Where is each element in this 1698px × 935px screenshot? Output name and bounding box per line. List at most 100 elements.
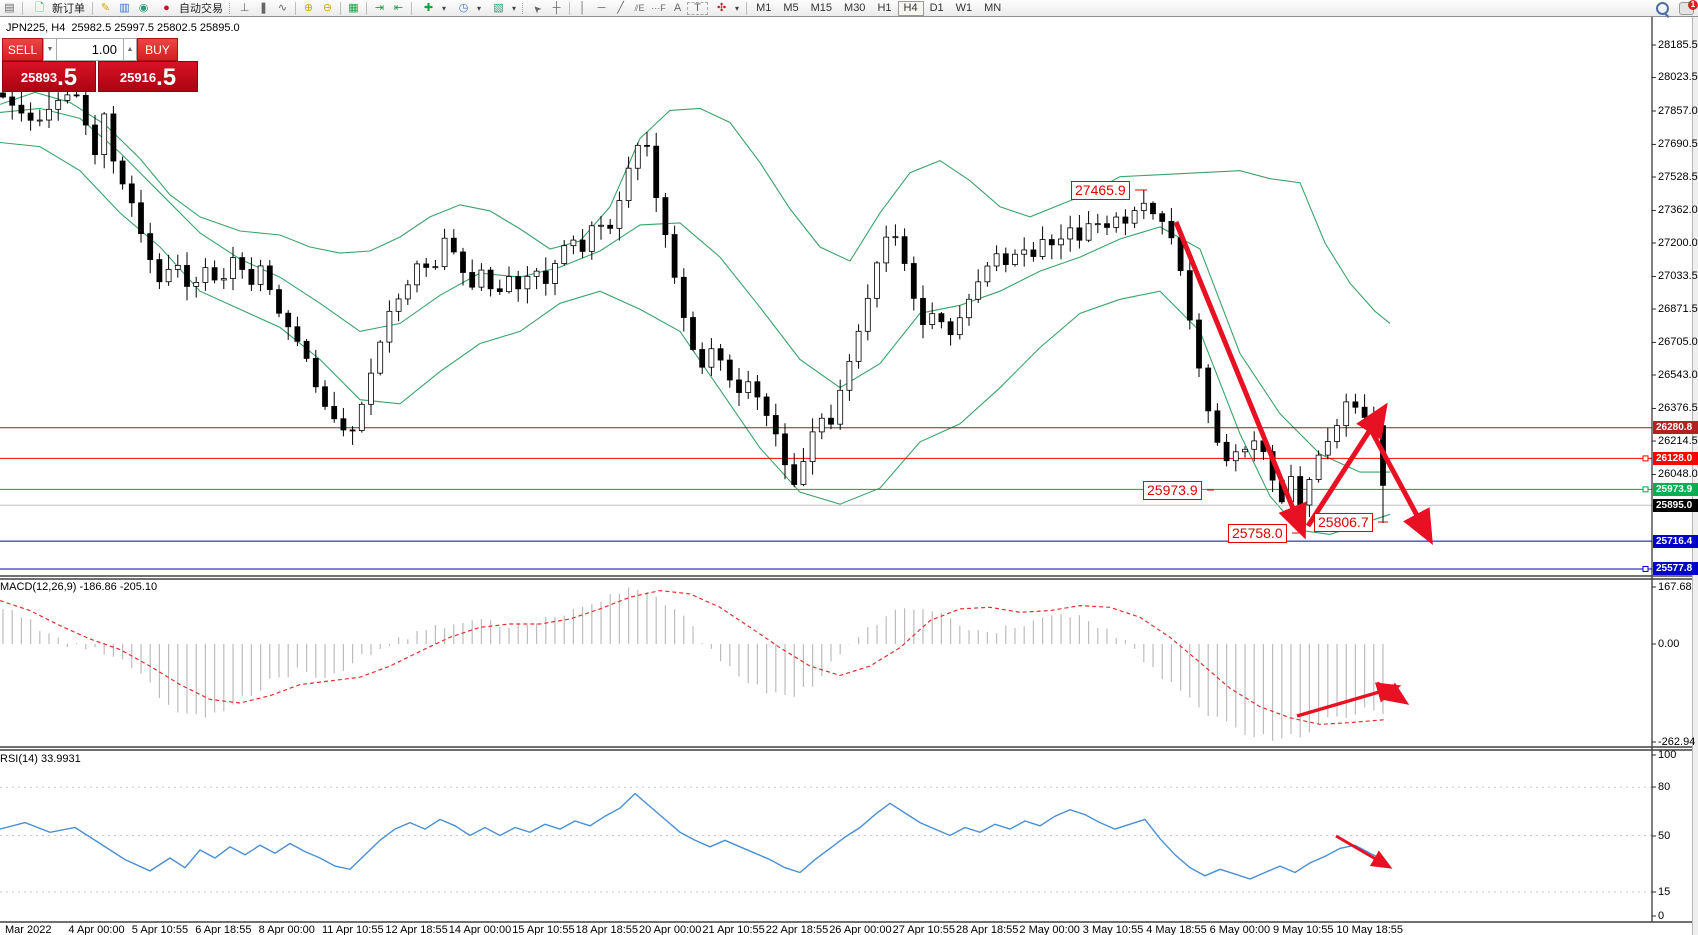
- price-tag-25895.0: 25895.0: [1653, 498, 1698, 512]
- volume-increase-button[interactable]: ▲: [123, 38, 137, 61]
- auto-scroll-icon[interactable]: ⇥: [374, 1, 385, 14]
- vertical-line-icon[interactable]: │: [579, 1, 586, 14]
- price-axis-label: 26871.5: [1658, 302, 1698, 315]
- price-axis-label: 26543.0: [1658, 368, 1698, 381]
- time-axis-label: 9 May 10:55: [1273, 924, 1334, 935]
- crosshair-icon[interactable]: ┼: [552, 1, 561, 14]
- add-indicator-icon: ✚: [423, 1, 434, 14]
- timeframe-button-h1[interactable]: H1: [877, 2, 892, 14]
- chart-title: JPN225, H4 25982.5 25997.5 25802.5 25895…: [6, 22, 240, 34]
- timeframe-button-w1[interactable]: W1: [955, 2, 973, 14]
- time-axis-label: 21 Apr 10:55: [702, 924, 765, 935]
- rsi-indicator-label: RSI(14) 33.9931: [0, 753, 81, 765]
- price-tag-25973.9: 25973.9: [1653, 482, 1698, 496]
- price-axis-label: 26214.5: [1658, 434, 1698, 447]
- zoom-in-icon[interactable]: ⊕: [303, 1, 314, 14]
- price-axis-label: 28023.5: [1658, 71, 1698, 84]
- timeframe-button-m15[interactable]: M15: [810, 2, 833, 14]
- time-axis-label: 4 Apr 00:00: [68, 924, 125, 935]
- price-tag-26280.8: 26280.8: [1653, 421, 1698, 435]
- equidistant-channel-icon[interactable]: ⫽E: [634, 2, 645, 13]
- timeframe-button-m5[interactable]: M5: [783, 2, 799, 14]
- time-axis-label: 8 Apr 00:00: [258, 924, 315, 935]
- periods-menu-button[interactable]: ◷ ▾: [450, 1, 485, 16]
- chart-shift-icon[interactable]: ⇤: [393, 1, 404, 14]
- price-tag-25577.8: 25577.8: [1653, 562, 1698, 576]
- one-click-trading-panel: SELL ▼ ▲ BUY 25893.5 25916.5: [2, 38, 198, 92]
- main-toolbar: ▤ 🗋 新订单 ✎ ▥ ◉ ● 自动交易 ⊥ ❚ ∿ ⊕ ⊖ ▦ ⇥ ⇤ ✚ ▾ …: [0, 0, 1698, 17]
- sell-price-display[interactable]: 25893.5: [2, 61, 96, 92]
- macd-axis-label: 0.00: [1658, 637, 1680, 650]
- time-axis-label: 27 Apr 10:55: [892, 924, 955, 935]
- annotation-label-27465[interactable]: 27465.9: [1071, 181, 1130, 200]
- rsi-axis-label: 100: [1658, 748, 1677, 761]
- expert-advisors-icon[interactable]: ▥: [119, 1, 130, 14]
- rsi-axis-label: 0: [1658, 909, 1665, 922]
- auto-trading-button[interactable]: ● 自动交易: [153, 1, 227, 16]
- arrows-menu-button[interactable]: ✣ ▾: [708, 1, 743, 16]
- price-axis-label: 26705.0: [1658, 335, 1698, 348]
- timeframe-button-mn[interactable]: MN: [984, 2, 1002, 14]
- time-axis-label: 6 May 00:00: [1209, 924, 1271, 935]
- macd-axis-label: -262.94: [1658, 735, 1696, 748]
- vertical-scrollbar[interactable]: [1692, 17, 1698, 935]
- annotation-label-25806[interactable]: 25806.7: [1314, 513, 1373, 532]
- timeframe-button-h4[interactable]: H4: [897, 0, 924, 16]
- template-chart-icon: ▧: [493, 1, 504, 14]
- notifications-icon[interactable]: 1: [1679, 0, 1698, 15]
- price-axis-label: 26048.0: [1658, 467, 1698, 480]
- time-axis-label: 2 May 00:00: [1019, 924, 1080, 935]
- auto-trading-icon: ●: [163, 1, 170, 14]
- buy-button[interactable]: BUY: [137, 38, 178, 61]
- new-order-label: 新订单: [52, 3, 85, 15]
- trendline-icon[interactable]: ╱: [617, 1, 624, 14]
- chevron-down-icon: ▾: [477, 3, 482, 13]
- fibonacci-icon[interactable]: ⋯F: [651, 2, 666, 13]
- candlestick-chart-mode-icon[interactable]: ❚: [258, 1, 269, 14]
- templates-menu-button[interactable]: ▧ ▾: [485, 1, 520, 16]
- signals-icon[interactable]: ◉: [138, 1, 149, 14]
- price-axis-label: 27200.0: [1658, 236, 1698, 249]
- price-axis-label: 27362.0: [1658, 203, 1698, 216]
- volume-input[interactable]: [57, 38, 123, 61]
- price-tag-26128.0: 26128.0: [1653, 451, 1698, 465]
- rsi-axis-label: 50: [1658, 829, 1671, 842]
- horizontal-line-icon[interactable]: ─: [597, 1, 606, 14]
- new-order-button[interactable]: 🗋 新订单: [26, 1, 89, 16]
- search-icon[interactable]: [1656, 1, 1669, 15]
- crayon-icon[interactable]: ✎: [100, 1, 111, 14]
- time-axis-label: 28 Apr 18:55: [956, 924, 1019, 935]
- zoom-out-icon[interactable]: ⊖: [322, 1, 333, 14]
- tile-windows-icon[interactable]: ▦: [348, 1, 359, 14]
- time-axis-label: 26 Apr 00:00: [829, 924, 892, 935]
- timeframe-button-m30[interactable]: M30: [844, 2, 866, 14]
- indicators-menu-button[interactable]: ✚ ▾: [415, 1, 450, 16]
- price-tag-25716.4: 25716.4: [1653, 534, 1698, 548]
- text-label-icon[interactable]: T: [687, 1, 709, 15]
- price-axis-label: 27033.5: [1658, 269, 1698, 282]
- chart-window-icon[interactable]: ▤: [4, 1, 15, 14]
- time-axis-label: 12 Apr 18:55: [385, 924, 448, 935]
- rsi-axis-label: 15: [1658, 885, 1671, 898]
- time-axis-label: Mar 2022: [5, 924, 52, 935]
- timeframe-button-m1[interactable]: M1: [756, 2, 772, 14]
- rsi-axis-label: 80: [1658, 780, 1671, 793]
- time-axis-label: 15 Apr 10:55: [512, 924, 575, 935]
- time-axis-label: 5 Apr 10:55: [131, 924, 189, 935]
- clock-icon: ◷: [458, 1, 469, 14]
- line-chart-mode-icon[interactable]: ∿: [277, 1, 288, 14]
- volume-decrease-button[interactable]: ▼: [43, 38, 57, 61]
- notification-badge: 1: [1688, 0, 1698, 10]
- new-order-icon: 🗋: [35, 1, 44, 14]
- annotation-label-25973[interactable]: 25973.9: [1143, 481, 1202, 500]
- arrow-objects-icon: ✣: [716, 1, 727, 14]
- text-icon[interactable]: A: [673, 1, 682, 14]
- buy-price-display[interactable]: 25916.5: [98, 61, 198, 92]
- sell-button[interactable]: SELL: [2, 38, 43, 61]
- bar-chart-mode-icon[interactable]: ⊥: [239, 1, 250, 14]
- time-axis-label: 20 Apr 00:00: [639, 924, 702, 935]
- time-axis-label: 22 Apr 18:55: [765, 924, 829, 935]
- annotation-label-25758[interactable]: 25758.0: [1228, 524, 1287, 543]
- timeframe-button-d1[interactable]: D1: [929, 2, 944, 14]
